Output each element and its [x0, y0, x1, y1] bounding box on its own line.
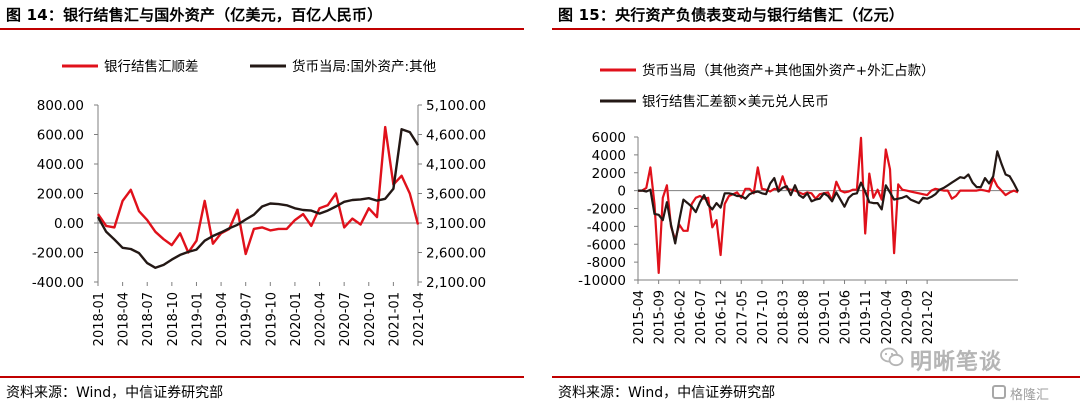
x-tick-label: 2019-11: [859, 290, 874, 344]
legend-label-red: 货币当局（其他资产+其他国外资产+外汇占款）: [642, 62, 935, 79]
series-line-foreign-assets-other: [96, 127, 420, 269]
x-tick-label: 2016-02: [673, 290, 688, 344]
y-right-tick-label: 2,100.00: [426, 275, 486, 291]
x-tick-label: 2019-06: [839, 290, 854, 344]
x-tick-label: 2018-04: [117, 292, 132, 346]
watermark-brand: 格隆汇: [1010, 388, 1050, 403]
y-left-tick-label: 400.00: [37, 157, 84, 173]
y-tick-label: -2000: [587, 202, 626, 218]
wechat-icon: [880, 347, 904, 367]
y-left-tick-label: -400.00: [32, 275, 84, 291]
x-tick-label: 2019-07: [240, 292, 255, 346]
y-left-tick-label: 800.00: [37, 98, 84, 114]
x-tick-label: 2021-02: [921, 290, 936, 344]
y-right-tick-label: 2,600.00: [426, 246, 486, 262]
x-tick-label: 2021-01: [387, 292, 402, 346]
y-tick-label: -8000: [587, 255, 626, 271]
x-tick-label: 2020-10: [363, 292, 378, 346]
chart-left-svg: 银行结售汇顺差 货币当局:国外资产:其他 800.00 600.00 400.00 200…: [32, 58, 486, 346]
x-tick-label: 2016-12: [715, 290, 730, 344]
x-tick-label: 2018-01: [92, 292, 107, 346]
y-left-tick-label: -200.00: [32, 246, 84, 262]
source-rule: [552, 376, 1080, 378]
chart-title: 图 14：银行结售汇与国外资产（亿美元，百亿人民币）: [6, 6, 383, 24]
y-left-tick-label: 600.00: [37, 128, 84, 144]
source-note: 资料来源：Wind，中信证券研究部: [558, 385, 776, 401]
x-tick-label: 2018-07: [141, 292, 156, 346]
x-tick-label: 2017-05: [735, 290, 750, 344]
series-line-central-bank: [638, 136, 1019, 274]
x-tick-label: 2021-04: [412, 292, 427, 346]
x-tick-label: 2019-10: [264, 292, 279, 346]
y-tick-label: 4000: [592, 148, 626, 164]
y-tick-label: -4000: [587, 219, 626, 235]
x-tick-label: 2016-07: [694, 290, 709, 344]
x-tick-label: 2018-10: [166, 292, 181, 346]
x-tick-label: 2020-04: [314, 292, 329, 346]
series-line-bank-fx-surplus: [97, 125, 420, 256]
y-tick-label: 2000: [592, 166, 626, 182]
y-right-tick-label: 4,100.00: [426, 157, 486, 173]
title-rule: [0, 28, 524, 30]
x-tick-label: 2018-08: [797, 290, 812, 344]
y-right-tick-label: 4,600.00: [426, 128, 486, 144]
y-tick-label: -10000: [578, 273, 626, 289]
x-tick-label: 2020-04: [880, 290, 895, 344]
y-left-tick-label: 200.00: [37, 187, 84, 203]
gelonghui-icon: [992, 385, 1006, 399]
x-tick-label: 2020-09: [900, 290, 915, 344]
y-tick-label: 6000: [592, 130, 626, 146]
chart-right-svg: 货币当局（其他资产+其他国外资产+外汇占款） 银行结售汇差额×美元兑人民币 6000…: [578, 62, 1019, 344]
x-tick-label: 2015-09: [653, 290, 668, 344]
y-right-tick-label: 3,600.00: [426, 187, 486, 203]
y-right-tick-label: 5,100.00: [426, 98, 486, 114]
x-tick-label: 2020-07: [338, 292, 353, 346]
y-tick-label: -6000: [587, 237, 626, 253]
source-note: 资料来源：Wind，中信证券研究部: [6, 385, 224, 401]
x-tick-label: 2019-01: [818, 290, 833, 344]
watermark-text: 明晰笔谈: [910, 350, 1003, 375]
chart-panel-right: 图 15：央行资产负债表变动与银行结售汇（亿元） 货币当局（其他资产+其他国外资…: [552, 0, 1080, 407]
chart-panel-left: 图 14：银行结售汇与国外资产（亿美元，百亿人民币） 银行结售汇顺差 货币当局:国…: [0, 0, 528, 407]
y-right-tick-label: 3,100.00: [426, 216, 486, 232]
legend-label-black: 货币当局:国外资产:其他: [292, 58, 436, 75]
legend-label-red: 银行结售汇顺差: [104, 59, 199, 75]
series-line-bank-fx-rmb: [638, 150, 1019, 245]
x-tick-label: 2019-01: [190, 292, 205, 346]
legend-label-black: 银行结售汇差额×美元兑人民币: [642, 94, 829, 110]
x-tick-label: 2020-01: [289, 292, 304, 346]
x-tick-label: 2019-04: [215, 292, 230, 346]
x-tick-label: 2018-03: [777, 290, 792, 344]
x-tick-label: 2017-10: [756, 290, 771, 344]
source-rule: [0, 376, 524, 378]
title-rule: [552, 28, 1080, 30]
y-tick-label: 0: [617, 184, 626, 200]
chart-title: 图 15：央行资产负债表变动与银行结售汇（亿元）: [558, 6, 904, 24]
x-tick-label: 2015-04: [632, 290, 647, 344]
y-left-tick-label: 0.00: [54, 216, 84, 232]
